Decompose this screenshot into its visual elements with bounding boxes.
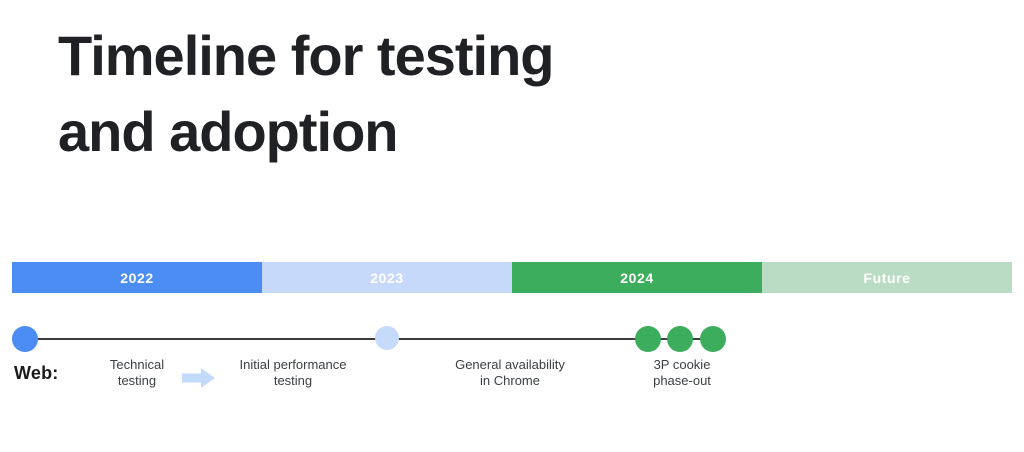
page-title: Timeline for testing and adoption xyxy=(58,24,554,163)
milestone-label-technical-testing: Technical testing xyxy=(109,357,165,388)
milestone-label-general-availability: General availability in Chrome xyxy=(455,357,565,388)
milestone-dot-phase-out-3 xyxy=(700,326,726,352)
year-segment-2023: 2023 xyxy=(262,262,512,293)
right-arrow-icon xyxy=(182,368,215,388)
year-segment-2024: 2024 xyxy=(512,262,762,293)
milestone-dot-technical-testing xyxy=(12,326,38,352)
milestone-dot-phase-out-1 xyxy=(635,326,661,352)
year-segment-2022: 2022 xyxy=(12,262,262,293)
milestone-dot-phase-out-2 xyxy=(667,326,693,352)
year-segment-future: Future xyxy=(762,262,1012,293)
web-row-label: Web: xyxy=(14,363,59,383)
milestone-label-initial-performance: Initial performance testing xyxy=(239,357,347,388)
timeline-line xyxy=(25,338,713,340)
milestone-label-3p-cookie-phase-out: 3P cookie phase-out xyxy=(653,357,711,388)
year-bar: 2022 2023 2024 Future xyxy=(12,262,1012,293)
milestone-dot-initial-performance xyxy=(375,326,399,350)
